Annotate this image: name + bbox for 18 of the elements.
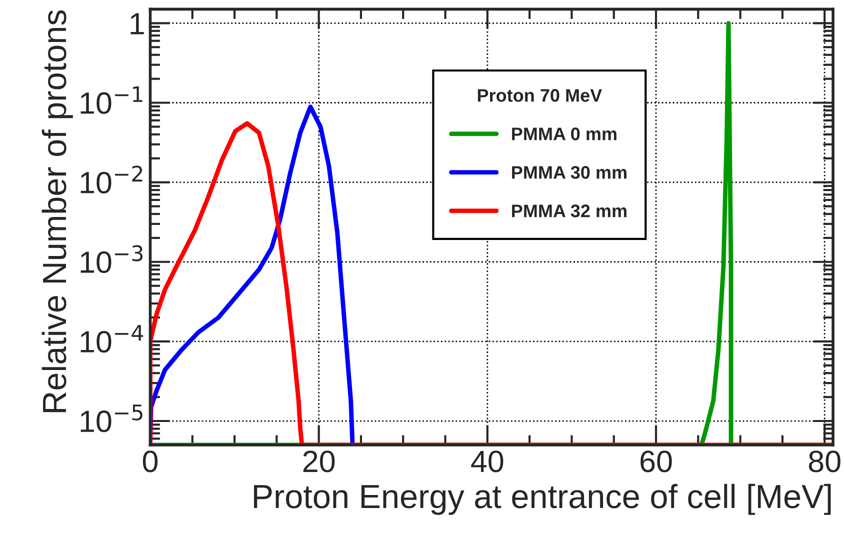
y-tick-label: 10$^{−5}$ <box>80 404 142 432</box>
legend-label: PMMA 0 mm <box>512 128 616 140</box>
y-tick-label: 10$^{−1}$ <box>80 86 142 114</box>
x-axis-title: Proton Energy at entrance of cell [MeV] <box>254 484 831 515</box>
legend-label: PMMA 30 mm <box>512 166 626 179</box>
x-tick-label: 60 <box>640 450 672 472</box>
y-tick-label: 10$^{−4}$ <box>80 325 144 353</box>
y-tick-label: 10$^{−3}$ <box>80 245 143 274</box>
y-tick-label: 10$^{−2}$ <box>80 166 142 194</box>
y-axis-title: Relative Number of protons <box>42 10 73 412</box>
x-tick-label: 0 <box>142 450 158 472</box>
legend-label: PMMA 32 mm <box>512 204 626 218</box>
legend-title: Proton 70 MeV <box>478 89 602 102</box>
line-series <box>150 104 355 445</box>
x-tick-label: 20 <box>303 450 335 472</box>
x-tick-label: 40 <box>471 450 504 472</box>
x-tick-label: 80 <box>808 450 840 472</box>
y-tick-label: 1 <box>130 13 144 34</box>
